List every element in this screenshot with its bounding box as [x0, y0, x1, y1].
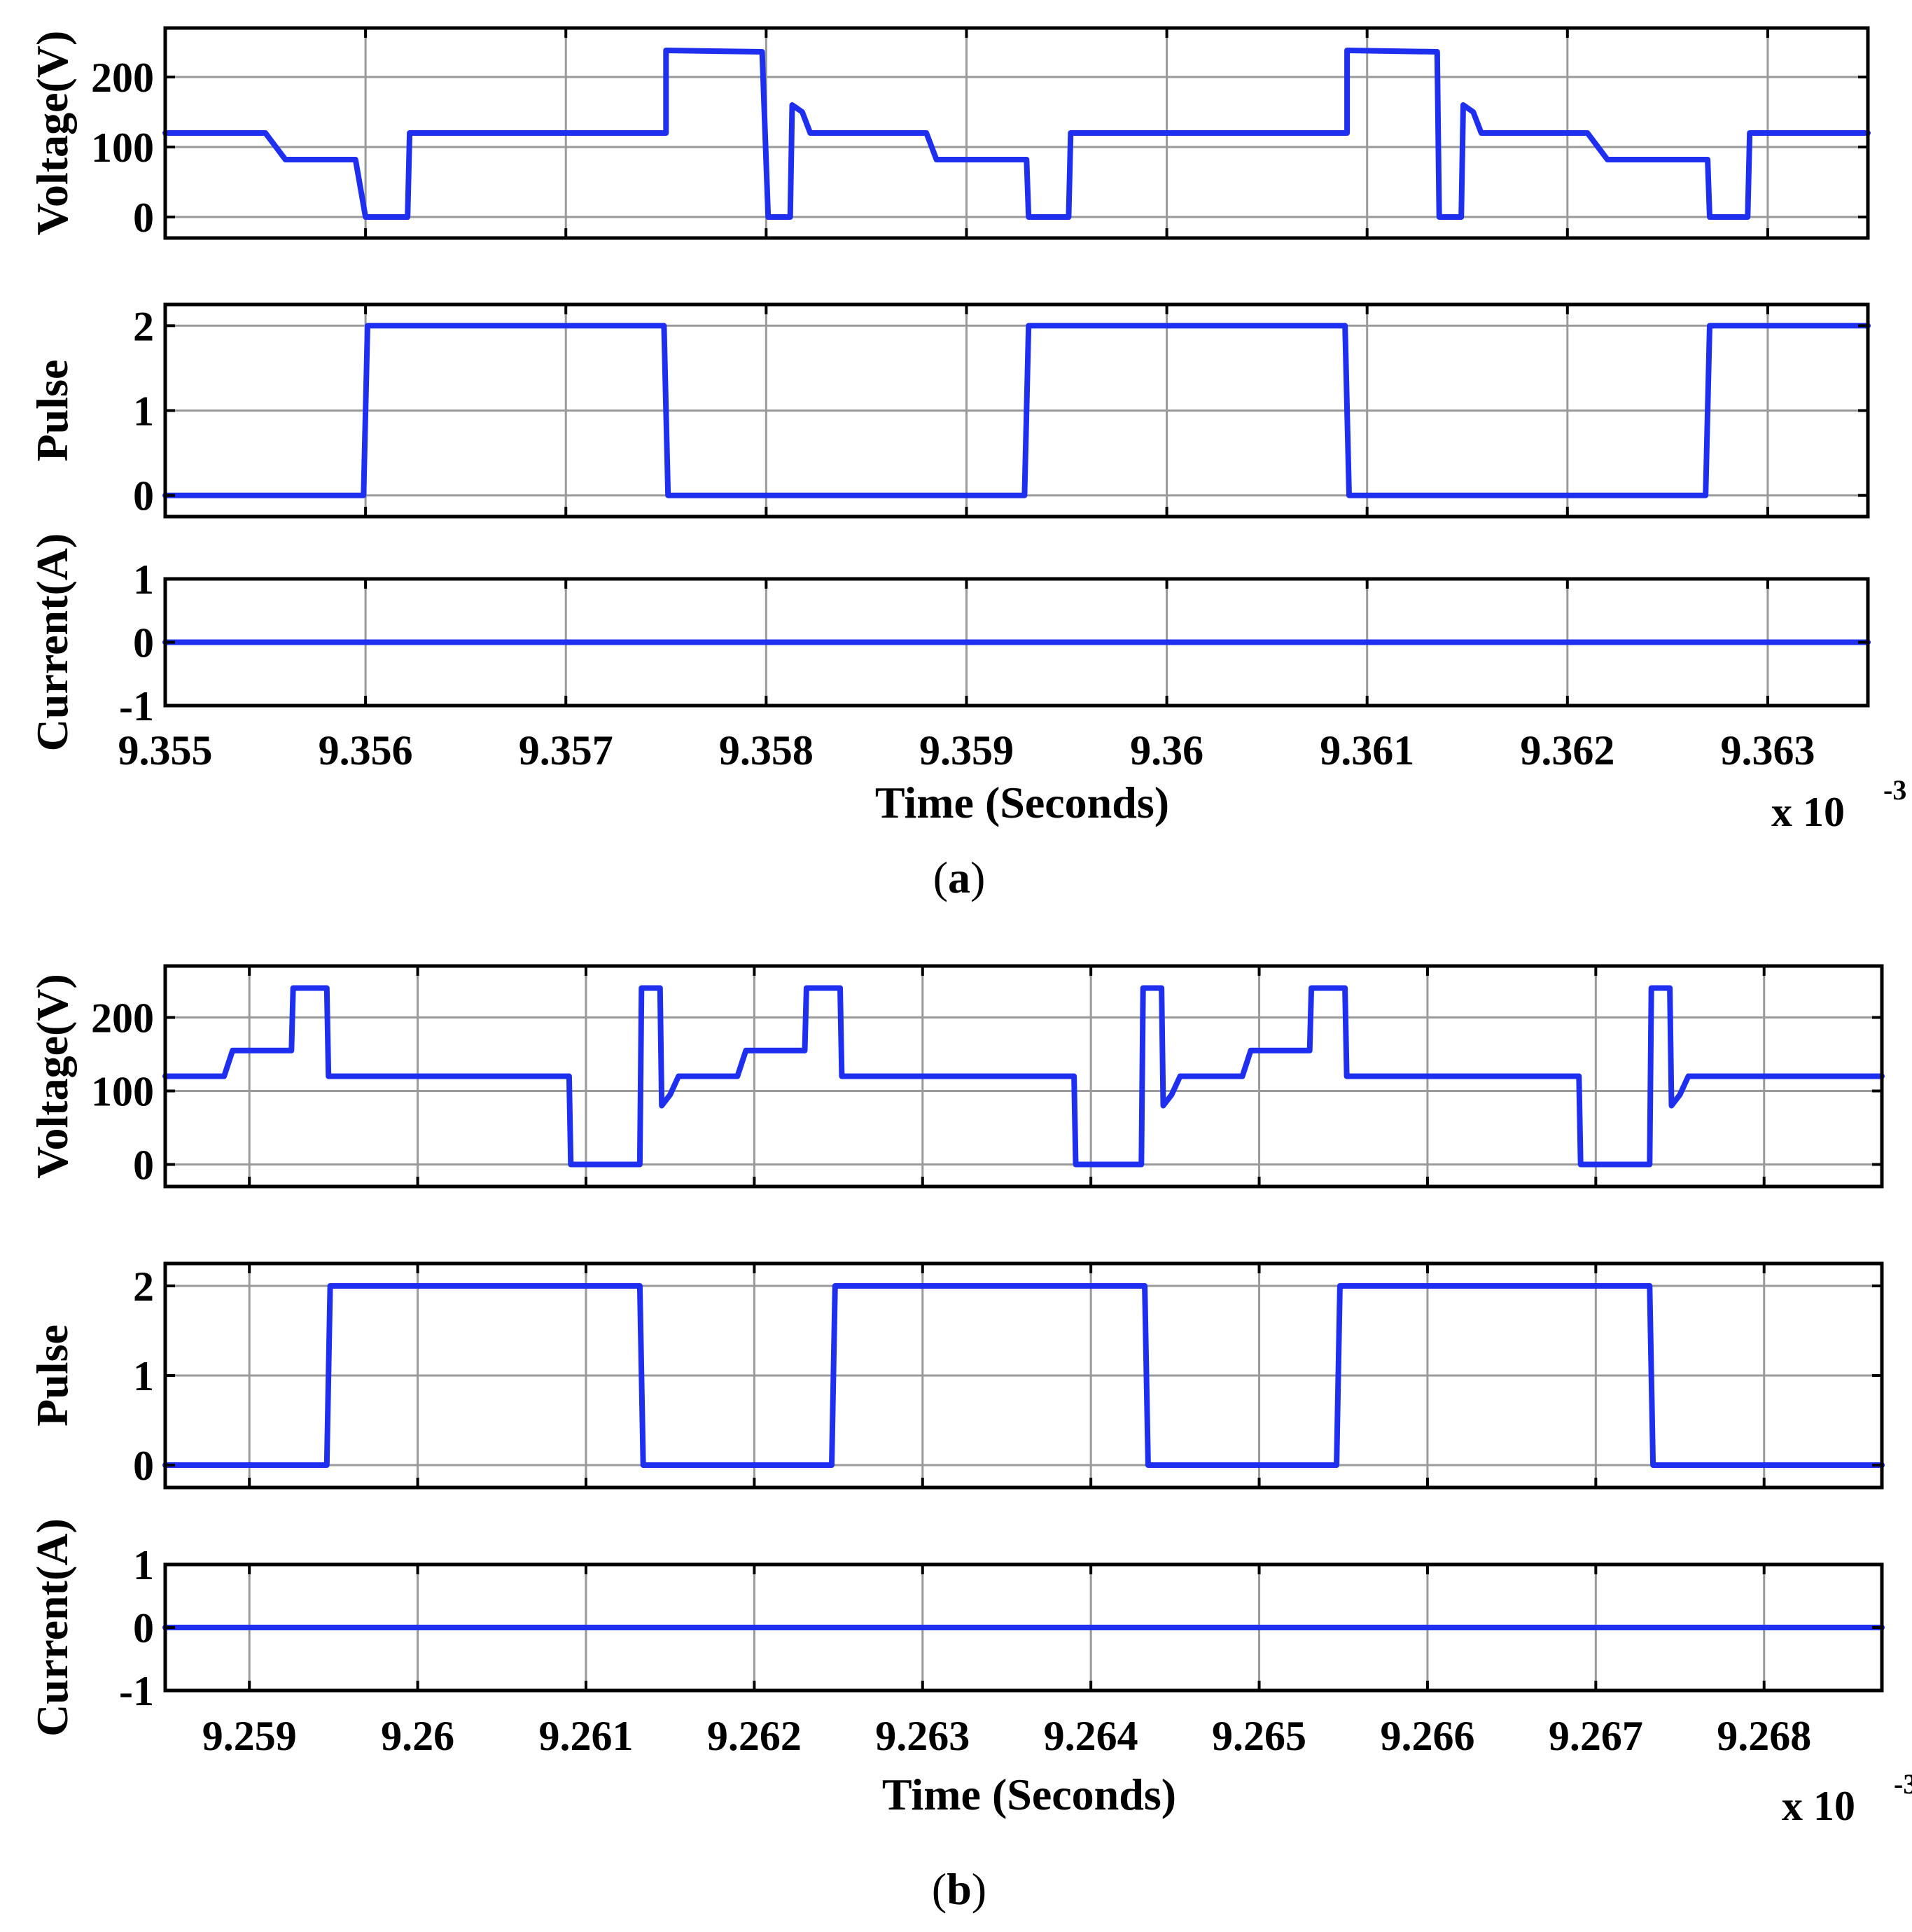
x-axis-label: Time (Seconds) [882, 1770, 1176, 1819]
y-axis-label: Current(A) [27, 1518, 77, 1737]
x-tick-label: 9.264 [1044, 1713, 1138, 1759]
x-tick-label: 9.266 [1380, 1713, 1474, 1759]
y-tick-label: 0 [133, 1443, 154, 1489]
y-tick-label: 0 [133, 1605, 154, 1651]
plot-frame [163, 964, 1884, 1189]
y-axis-label: Pulse [27, 1324, 77, 1427]
y-axis-label: Voltage(V) [27, 974, 77, 1179]
x-tick-label: 9.262 [707, 1713, 802, 1759]
panel-voltage-a: 0 100 200 Voltage(V) [27, 26, 1871, 241]
y-tick-label: 200 [91, 995, 154, 1042]
panel-pulse-a: 0 1 2 Pulse [27, 302, 1871, 519]
x-axis-exponent: x 10 [1771, 789, 1845, 835]
x-tick-label: 9.267 [1549, 1713, 1643, 1759]
series-line [162, 323, 1871, 498]
series-line [162, 1283, 1885, 1468]
panel-current-a: -1 0 1 Current(A) [27, 533, 1871, 752]
y-tick-label: 200 [91, 55, 154, 101]
x-tick-label: 9.357 [519, 727, 613, 774]
x-tick-label: 9.26 [381, 1713, 454, 1759]
y-tick-label: 1 [133, 1353, 154, 1399]
x-tick-label: 9.355 [118, 727, 213, 774]
figure-caption: (b) [932, 1864, 986, 1914]
y-tick-label: -1 [119, 1668, 154, 1714]
x-axis-exponent: x 10 [1782, 1783, 1855, 1829]
x-tick-label: 9.361 [1320, 727, 1414, 774]
y-tick-label: 2 [133, 303, 154, 349]
x-tick-label: 9.358 [719, 727, 814, 774]
x-tick-label: 9.265 [1212, 1713, 1306, 1759]
x-axis-label: Time (Seconds) [875, 778, 1169, 827]
plot-frame [163, 26, 1870, 240]
x-tick-label: 9.263 [875, 1713, 970, 1759]
y-tick-label: 0 [133, 620, 154, 666]
y-tick-label: 0 [133, 1142, 154, 1189]
y-tick-label: -1 [119, 683, 154, 729]
panel-voltage-b: 0 100 200 Voltage(V) [27, 964, 1885, 1189]
y-axis-label: Voltage(V) [27, 31, 77, 236]
x-tick-label: 9.259 [202, 1713, 297, 1759]
chart-b: 0 100 200 Voltage(V) 0 1 2 Pulse -1 0 1 Current(A) 9… [27, 964, 1912, 1914]
x-tick-label: 9.359 [919, 727, 1014, 774]
panel-current-b: -1 0 1 Current(A) [27, 1518, 1885, 1737]
x-tick-label: 9.261 [538, 1713, 633, 1759]
x-tick-label: 9.363 [1720, 727, 1815, 774]
y-tick-label: 0 [133, 195, 154, 241]
y-tick-label: 2 [133, 1264, 154, 1310]
chart-a: 0 100 200 Voltage(V) 0 1 2 Pulse -1 0 1 Current(A) 9… [27, 26, 1906, 902]
series-line [162, 985, 1885, 1168]
y-tick-label: 0 [133, 473, 154, 519]
series-line [162, 48, 1871, 220]
figure-caption: (a) [933, 853, 986, 902]
y-tick-label: 1 [133, 388, 154, 435]
y-tick-label: 1 [133, 1542, 154, 1588]
y-tick-label: 1 [133, 556, 154, 603]
panel-pulse-b: 0 1 2 Pulse [27, 1261, 1885, 1490]
x-axis-exponent-power: -3 [1883, 774, 1906, 806]
x-tick-label: 9.36 [1130, 727, 1203, 774]
x-tick-label: 9.362 [1520, 727, 1614, 774]
y-tick-label: 100 [91, 1069, 154, 1115]
x-tick-label: 9.356 [319, 727, 413, 774]
y-tick-label: 100 [91, 125, 154, 171]
x-axis-exponent-power: -3 [1894, 1768, 1912, 1800]
y-axis-label: Pulse [27, 360, 77, 462]
y-axis-label: Current(A) [27, 533, 77, 752]
x-tick-label: 9.268 [1717, 1713, 1811, 1759]
